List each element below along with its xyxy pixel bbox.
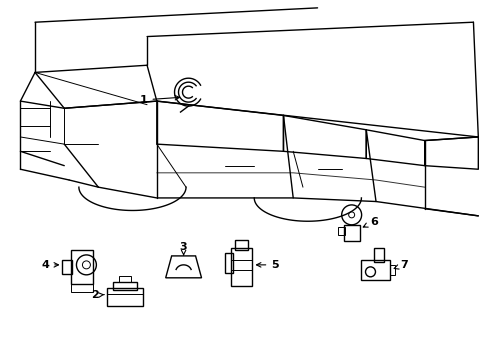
Text: 2: 2 (91, 291, 104, 300)
Bar (337, 227, 344, 235)
Bar (71, 284, 93, 292)
Bar (224, 253, 232, 273)
Bar (62, 260, 72, 274)
Bar (234, 240, 248, 250)
Bar (230, 248, 252, 286)
Text: 7: 7 (393, 260, 407, 270)
Bar (374, 248, 384, 262)
Bar (389, 265, 395, 275)
Bar (107, 288, 143, 306)
Bar (113, 282, 137, 291)
Text: 1: 1 (140, 95, 179, 105)
Text: 6: 6 (363, 217, 377, 227)
Text: 4: 4 (41, 260, 59, 270)
Bar (119, 276, 131, 282)
Bar (360, 260, 389, 280)
Bar (71, 250, 93, 284)
Bar (343, 225, 359, 241)
Text: 3: 3 (180, 242, 187, 255)
Text: 5: 5 (256, 260, 278, 270)
